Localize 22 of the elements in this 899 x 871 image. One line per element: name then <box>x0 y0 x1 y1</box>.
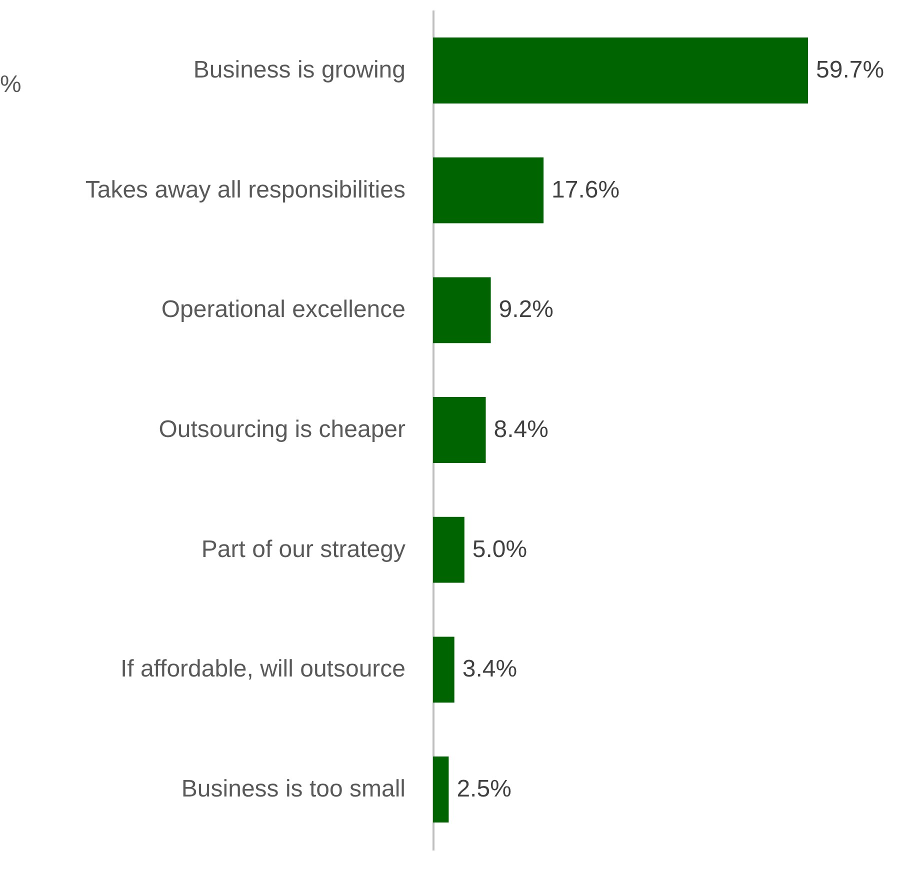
bar <box>433 157 544 224</box>
y-tick-label: Business is too small <box>181 775 406 802</box>
bar <box>433 756 449 822</box>
bar <box>433 38 808 104</box>
y-tick-label: Outsourcing is cheaper <box>158 416 406 443</box>
data-label: 9.2% <box>498 296 554 324</box>
data-label: 17.6% <box>552 176 620 204</box>
y-tick-label: Takes away all responsibilities <box>85 176 406 204</box>
y-tick-label: If affordable, will outsource <box>120 656 406 683</box>
bar <box>433 277 491 344</box>
y-tick-label: Part of our strategy <box>201 536 406 563</box>
data-label: 8.4% <box>494 416 548 443</box>
data-label: 5.0% <box>472 536 528 563</box>
y-tick-label: Operational excellence <box>161 296 406 324</box>
data-label: 3.4% <box>462 656 518 683</box>
data-label: 59.7% <box>816 56 884 84</box>
bar <box>433 636 454 703</box>
y-tick-label: Business is growing <box>193 56 406 84</box>
data-label: 2.5% <box>456 775 512 802</box>
text: % <box>0 71 22 98</box>
bar <box>433 516 464 583</box>
bar <box>433 397 486 463</box>
